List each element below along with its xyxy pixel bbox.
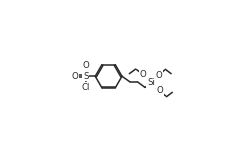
Text: O: O xyxy=(139,70,146,79)
Text: O: O xyxy=(156,86,163,95)
Text: Cl: Cl xyxy=(81,83,90,92)
Text: S: S xyxy=(83,72,89,81)
Text: O: O xyxy=(82,61,89,70)
Text: O: O xyxy=(156,71,162,80)
Text: O: O xyxy=(71,72,78,81)
Text: Si: Si xyxy=(147,79,155,87)
